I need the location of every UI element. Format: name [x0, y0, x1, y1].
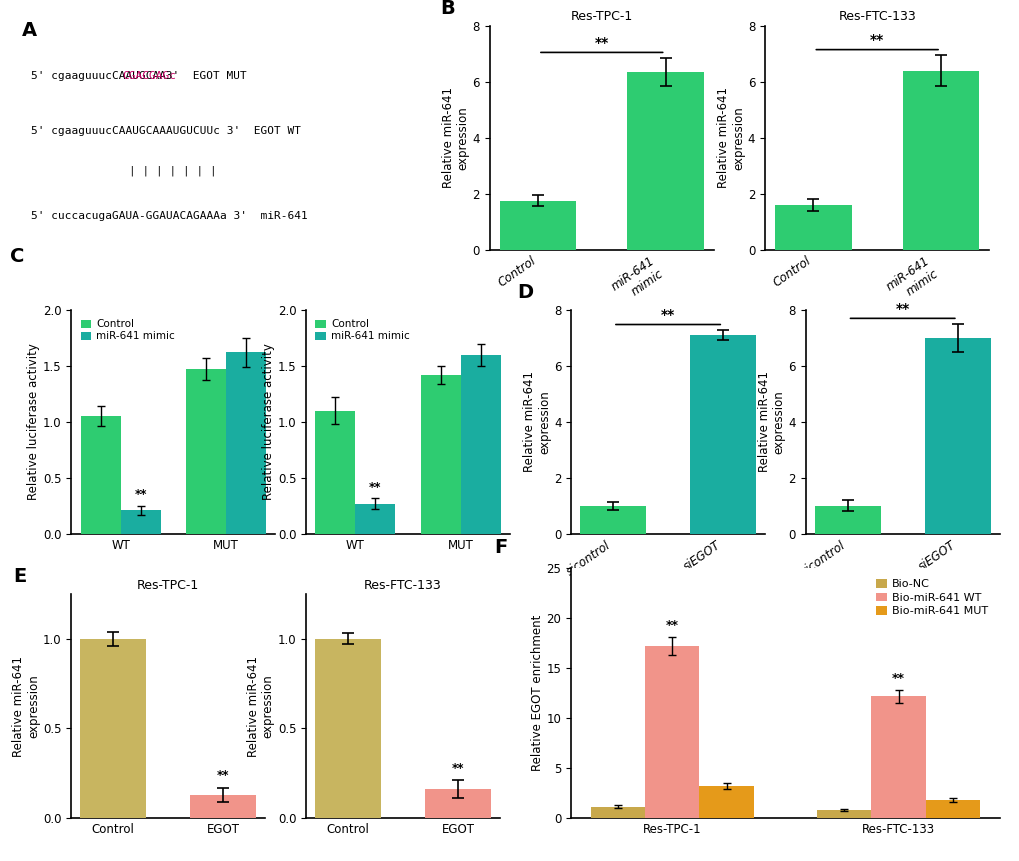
Text: F: F: [493, 538, 506, 557]
Bar: [191, 795, 256, 818]
Bar: [120, 511, 161, 534]
Text: **: **: [892, 672, 904, 684]
Bar: [315, 639, 380, 818]
Bar: [580, 505, 645, 534]
Bar: [81, 639, 146, 818]
Text: Res-TPC-1: Res-TPC-1: [142, 597, 205, 610]
Y-axis label: Relative miR-641
expression: Relative miR-641 expression: [716, 87, 744, 189]
Bar: [690, 335, 755, 534]
Text: 5' cgaaguuucCAAUGCAA: 5' cgaaguuucCAAUGCAA: [31, 71, 165, 81]
Text: 5' cuccacugaGAUA-GGAUACAGAAAa 3'  miR-641: 5' cuccacugaGAUA-GGAUACAGAAAa 3' miR-641: [31, 211, 307, 220]
Text: **: **: [869, 34, 883, 47]
Bar: [420, 375, 461, 534]
Text: E: E: [13, 567, 26, 586]
Y-axis label: Relative luciferase activity: Relative luciferase activity: [28, 344, 40, 500]
Bar: [81, 417, 120, 534]
Text: Res-FTC-133: Res-FTC-133: [369, 597, 446, 610]
Legend: Control, miR-641 mimic: Control, miR-641 mimic: [311, 315, 414, 345]
Y-axis label: Relative miR-641
expression: Relative miR-641 expression: [441, 87, 469, 189]
Bar: [461, 355, 500, 534]
Title: Res-FTC-133: Res-FTC-133: [838, 10, 915, 23]
Text: C: C: [10, 247, 24, 266]
Text: 5' cgaaguuucCAAUGCAAAUGUCUUc 3'  EGOT WT: 5' cgaaguuucCAAUGCAAAUGUCUUc 3' EGOT WT: [31, 126, 301, 136]
Bar: [699, 786, 753, 818]
Bar: [870, 696, 925, 818]
Bar: [355, 504, 395, 534]
Bar: [499, 201, 576, 250]
Bar: [925, 800, 979, 818]
Title: Res-TPC-1: Res-TPC-1: [570, 10, 633, 23]
Text: **: **: [895, 302, 909, 316]
Text: **: **: [369, 480, 381, 493]
Bar: [627, 72, 703, 250]
Bar: [774, 205, 851, 250]
Bar: [226, 352, 266, 534]
Text: **: **: [451, 762, 464, 775]
Legend: Bio-NC, Bio-miR-641 WT, Bio-miR-641 MUT: Bio-NC, Bio-miR-641 WT, Bio-miR-641 MUT: [869, 573, 994, 622]
Title: Res-TPC-1: Res-TPC-1: [137, 579, 200, 592]
Y-axis label: Relative miR-641
expression: Relative miR-641 expression: [757, 371, 785, 473]
Bar: [315, 411, 355, 534]
Bar: [644, 646, 699, 818]
Text: **: **: [594, 36, 608, 50]
Bar: [816, 810, 870, 818]
Bar: [425, 790, 490, 818]
Bar: [924, 338, 989, 534]
Bar: [185, 369, 226, 534]
Y-axis label: Relative miR-641
expression: Relative miR-641 expression: [12, 655, 40, 757]
Text: A: A: [22, 21, 38, 40]
Text: **: **: [135, 488, 147, 501]
Text: 3'  EGOT MUT: 3' EGOT MUT: [159, 71, 247, 81]
Text: **: **: [665, 619, 678, 632]
Text: B: B: [440, 0, 454, 18]
Text: CGACGAGc: CGACGAGc: [122, 71, 176, 81]
Y-axis label: Relative EGOT enrichment: Relative EGOT enrichment: [530, 615, 543, 771]
Bar: [590, 807, 644, 818]
Text: D: D: [517, 283, 533, 302]
Text: | | | | | | |: | | | | | | |: [128, 165, 216, 177]
Y-axis label: Relative miR-641
expression: Relative miR-641 expression: [523, 371, 550, 473]
Title: Res-FTC-133: Res-FTC-133: [364, 579, 441, 592]
Legend: Control, miR-641 mimic: Control, miR-641 mimic: [76, 315, 179, 345]
Text: **: **: [660, 308, 675, 322]
Text: **: **: [217, 769, 229, 782]
Bar: [902, 71, 978, 250]
Bar: [814, 505, 879, 534]
Y-axis label: Relative luciferase activity: Relative luciferase activity: [262, 344, 274, 500]
Y-axis label: Relative miR-641
expression: Relative miR-641 expression: [247, 655, 274, 757]
